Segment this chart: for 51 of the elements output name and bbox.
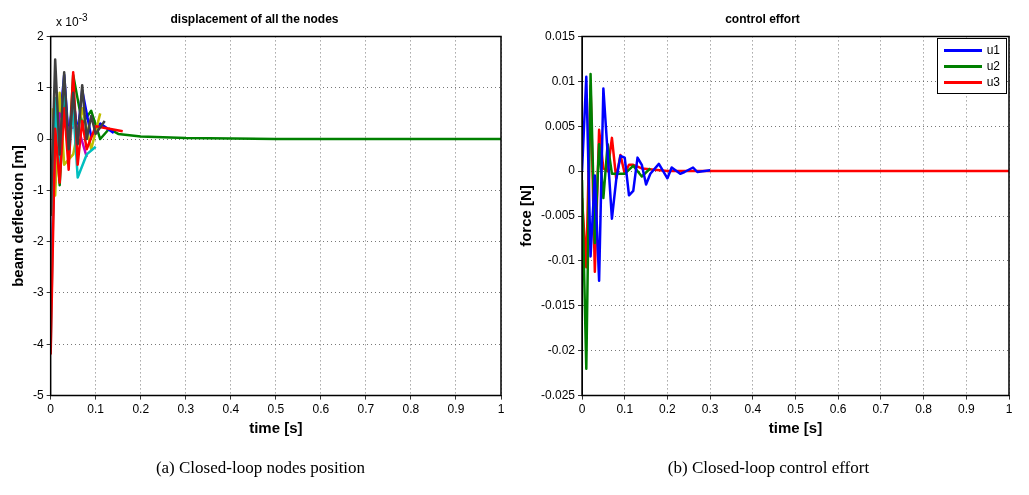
x-tick-label: 0.7 xyxy=(357,402,375,417)
y-tick-label: -2 xyxy=(33,233,44,248)
y-tick-label: 0 xyxy=(36,131,44,146)
x-tick-label: 0.5 xyxy=(787,402,805,417)
legend-label: u2 xyxy=(986,58,1000,75)
y-tick-label: -0.01 xyxy=(547,253,576,268)
x-tick-label: 0.2 xyxy=(659,402,677,417)
y-tick-label: -0.025 xyxy=(540,387,576,402)
x-tick-label: 0.4 xyxy=(744,402,762,417)
y-tick-label: 2 xyxy=(36,28,44,43)
y-tick-label: 0.005 xyxy=(544,118,576,133)
x-tick-label: 0.5 xyxy=(267,402,285,417)
x-tick-label: 0.3 xyxy=(701,402,719,417)
x-tick-label: 0 xyxy=(47,402,55,417)
x-tick-label: 0.6 xyxy=(312,402,330,417)
x-tick-label: 0.9 xyxy=(957,402,975,417)
y-tick-label: -4 xyxy=(33,336,44,351)
chart-title: control effort xyxy=(725,11,800,26)
y-tick-label: 0.015 xyxy=(544,28,576,43)
x-tick-label: 0.9 xyxy=(447,402,465,417)
legend-label: u1 xyxy=(986,42,1000,59)
y-tick-label: 1 xyxy=(36,80,44,95)
y-tick-label: 0 xyxy=(568,163,576,178)
x-tick-label: 0 xyxy=(578,402,586,417)
y-tick-label: -0.005 xyxy=(540,208,576,223)
legend-label: u3 xyxy=(986,74,1000,91)
y-tick-label: -3 xyxy=(33,285,44,300)
text: x 10$^{-3}$ xyxy=(56,12,88,29)
text: (a) Closed-loop nodes position xyxy=(154,458,367,478)
x-axis-title: time [s] xyxy=(249,419,303,437)
x-tick-label: 0.8 xyxy=(915,402,933,417)
x-tick-label: 0.6 xyxy=(829,402,847,417)
x-tick-label: 0.3 xyxy=(177,402,195,417)
x-tick-label: 0.7 xyxy=(872,402,890,417)
x-tick-label: 1 xyxy=(497,402,505,417)
y-tick-label: -0.015 xyxy=(540,298,576,313)
y-tick-label: -1 xyxy=(33,182,44,197)
x-tick-label: 0.1 xyxy=(87,402,105,417)
x-tick-label: 0.8 xyxy=(402,402,420,417)
y-axis-title: force [N] xyxy=(517,185,535,247)
y-tick-label: 0.01 xyxy=(551,73,576,88)
x-tick-label: 0.4 xyxy=(222,402,240,417)
text: (b) Closed-loop control effort xyxy=(666,458,871,478)
y-tick-label: -0.02 xyxy=(547,343,576,358)
x-tick-label: 1 xyxy=(1005,402,1013,417)
y-axis-title: beam deflection [m] xyxy=(9,145,27,287)
x-tick-label: 0.1 xyxy=(616,402,634,417)
y-tick-label: -5 xyxy=(33,387,44,402)
chart-title: displacement of all the nodes xyxy=(170,11,339,26)
x-axis-title: time [s] xyxy=(768,419,823,437)
x-tick-label: 0.2 xyxy=(132,402,150,417)
